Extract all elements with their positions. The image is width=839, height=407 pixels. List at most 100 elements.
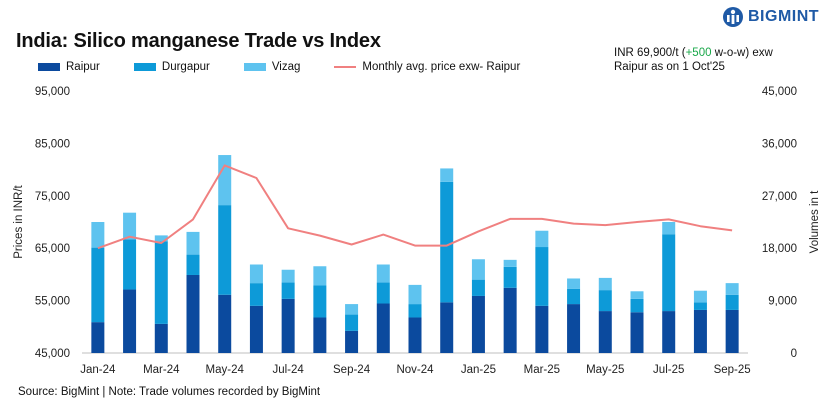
y-tick-label: 55,000 <box>35 296 70 308</box>
bar-vizag <box>630 291 644 299</box>
legend-label-raipur: Raipur <box>66 61 100 73</box>
x-tick-label: Jul-25 <box>653 364 684 376</box>
bigmint-logo-icon <box>723 7 743 27</box>
legend-item-durgapur: Durgapur <box>133 61 210 73</box>
y-tick-label: 85,000 <box>35 138 70 150</box>
bar-vizag <box>471 259 485 280</box>
bar-durgapur <box>91 247 105 323</box>
y-tick-label: 65,000 <box>35 243 70 255</box>
y2-tick-label: 9,000 <box>768 296 797 308</box>
bar-durgapur <box>408 304 422 318</box>
bar-vizag <box>567 278 581 289</box>
x-tick-label: Jul-24 <box>272 364 304 376</box>
x-tick-label: Sep-25 <box>714 364 751 376</box>
price-change-value: +500 <box>685 47 712 59</box>
bar-raipur <box>154 323 168 353</box>
bar-vizag <box>725 283 739 295</box>
bar-vizag <box>503 259 517 267</box>
bar-raipur <box>281 298 295 353</box>
bar-raipur <box>503 287 517 353</box>
y-tick-label: 45,000 <box>35 348 70 360</box>
bar-raipur <box>408 317 422 353</box>
bar-durgapur <box>535 247 549 306</box>
price-note-part2: w-o-w) exw <box>711 47 773 59</box>
bar-durgapur <box>630 298 644 313</box>
legend-item-raipur: Raipur <box>38 61 100 73</box>
bigmint-logo: BIGMINT <box>722 6 819 28</box>
price-line <box>97 164 733 250</box>
bar-raipur <box>662 311 676 353</box>
price-note: INR 69,900/t (+500 w-o-w) exw Raipur as … <box>614 46 773 74</box>
bar-raipur <box>345 330 359 353</box>
legend-label-durgapur: Durgapur <box>161 61 210 73</box>
bar-raipur <box>693 309 707 353</box>
y-tick-label: 95,000 <box>35 86 70 98</box>
y2-tick-label: 27,000 <box>762 191 797 203</box>
bar-durgapur <box>313 285 327 318</box>
bar-vizag <box>345 304 359 315</box>
bar-durgapur <box>693 302 707 310</box>
bar-raipur <box>123 289 137 353</box>
bar-vizag <box>154 235 168 242</box>
legend-swatch-raipur <box>38 63 60 71</box>
legend-item-price: Monthly avg. price exw- Raipur <box>334 61 520 73</box>
x-tick-label: Jan-25 <box>461 364 496 376</box>
bar-raipur <box>249 305 263 353</box>
bar-durgapur <box>440 181 454 303</box>
legend-label-price: Monthly avg. price exw- Raipur <box>362 61 521 73</box>
bar-vizag <box>91 222 105 248</box>
legend-swatch-vizag <box>243 63 266 71</box>
bar-raipur <box>440 302 454 353</box>
bar-vizag <box>313 266 327 286</box>
bar-vizag <box>218 155 232 206</box>
bar-raipur <box>91 322 105 353</box>
bar-vizag <box>376 264 390 283</box>
legend-label-vizag: Vizag <box>271 61 301 73</box>
bar-raipur <box>725 309 739 353</box>
bar-durgapur <box>154 241 168 324</box>
bar-durgapur <box>218 205 232 295</box>
bar-vizag <box>249 264 263 284</box>
bar-durgapur <box>345 314 359 331</box>
x-tick-label: Nov-24 <box>396 364 434 376</box>
x-tick-label: Jan-24 <box>80 364 116 376</box>
bar-raipur <box>313 317 327 353</box>
legend-swatch-durgapur <box>133 63 156 71</box>
y-axis-title: Prices in INR/t <box>13 184 25 258</box>
bar-raipur <box>535 305 549 353</box>
bar-vizag <box>535 230 549 248</box>
bar-durgapur <box>567 288 581 305</box>
chart-title: India: Silico manganese Trade vs Index <box>16 30 381 52</box>
x-tick-label: Mar-24 <box>143 364 180 376</box>
bar-durgapur <box>471 279 485 296</box>
bar-vizag <box>123 212 137 240</box>
bar-durgapur <box>598 290 612 312</box>
x-tick-label: May-25 <box>586 364 624 376</box>
bar-vizag <box>408 284 422 305</box>
bar-durgapur <box>281 282 295 299</box>
bar-durgapur <box>123 239 137 290</box>
x-tick-label: Sep-24 <box>333 364 371 376</box>
bar-durgapur <box>725 294 739 310</box>
bar-vizag <box>662 222 676 235</box>
bar-raipur <box>186 274 200 353</box>
bar-raipur <box>630 312 644 353</box>
bar-vizag <box>693 290 707 303</box>
source-note: Source: BigMint | Note: Trade volumes re… <box>18 386 321 398</box>
y-tick-label: 75,000 <box>35 191 70 203</box>
bar-durgapur <box>662 234 676 312</box>
chart-legend: Raipur Durgapur Vizag Monthly avg. price… <box>38 61 554 73</box>
bigmint-logo-text: BIGMINT <box>748 8 820 25</box>
bar-vizag <box>598 277 612 291</box>
bar-raipur <box>376 303 390 353</box>
bar-durgapur <box>376 282 390 304</box>
bar-vizag <box>440 168 454 182</box>
price-note-line-1: INR 69,900/t (+500 w-o-w) exw <box>614 46 773 60</box>
bar-durgapur <box>503 266 517 288</box>
price-note-line-2: Raipur as on 1 Oct'25 <box>614 61 725 73</box>
bar-durgapur <box>186 254 200 275</box>
bar-vizag <box>186 231 200 255</box>
y2-tick-label: 0 <box>791 348 797 360</box>
y2-axis-title: Volumes in t <box>809 190 821 253</box>
